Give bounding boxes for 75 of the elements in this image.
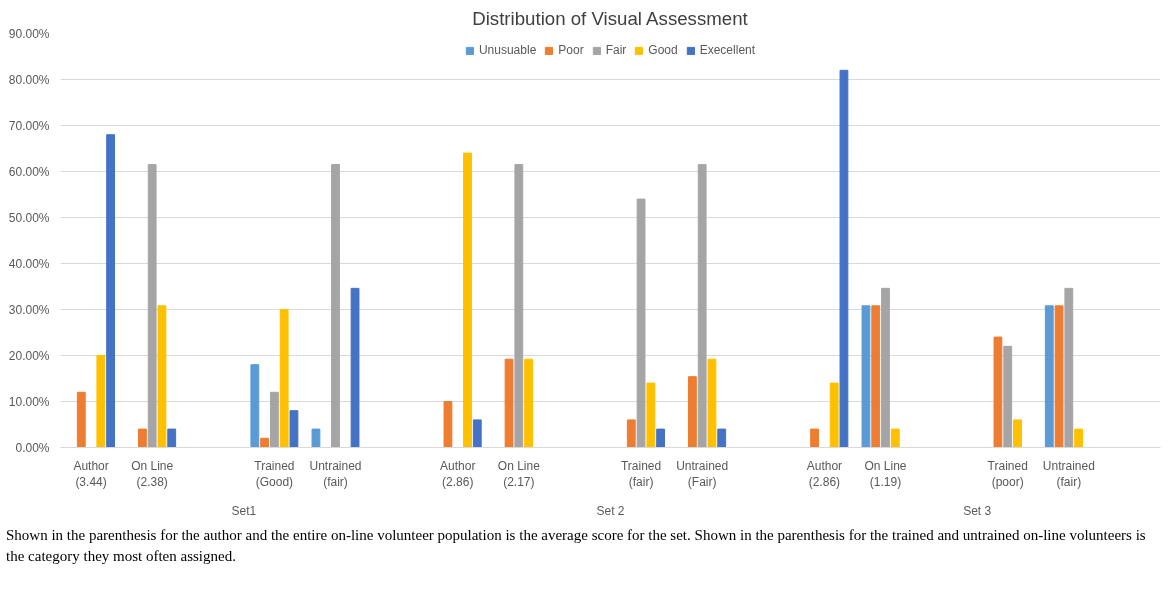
bar (707, 358, 717, 448)
bar (167, 428, 177, 448)
x-tick-label: Trained (poor) (987, 458, 1028, 490)
bar (829, 382, 839, 448)
bar (656, 428, 666, 448)
bar (96, 355, 106, 448)
text: Shown in the parenthesis for the author and the entire on-line volunteer population is the average score for the set. Shown in the parenthesis for the trained and untrained on-line volunteers is the category they most often assigned. (6, 526, 1147, 567)
bar (646, 382, 656, 448)
legend-label: Unusuable (478, 43, 537, 57)
bar (279, 309, 289, 448)
bar (810, 428, 820, 448)
text: Set 3 (963, 503, 992, 518)
x-tick-label: Untrained (fair) (309, 458, 362, 490)
bar (697, 164, 707, 448)
x-tick-label: Trained (Good) (254, 458, 295, 490)
bar (350, 287, 360, 448)
bar (311, 428, 321, 448)
bar (524, 358, 534, 448)
x-tick-label: On Line (2.17) (497, 458, 541, 490)
bar (147, 164, 157, 448)
y-tick-label: 40.00% (8, 256, 50, 271)
y-tick-label: 30.00% (8, 302, 50, 317)
y-tick-label: 10.00% (8, 394, 50, 409)
bar (1064, 287, 1074, 448)
x-tick-label: Untrained (fair) (1042, 458, 1095, 490)
bar (76, 391, 86, 448)
legend-label: Execellent (699, 43, 756, 57)
bar (687, 376, 697, 448)
bar (260, 437, 270, 448)
text: Set 2 (596, 503, 625, 518)
x-tick-label: Untrained (Fair) (676, 458, 729, 490)
bar (106, 134, 116, 448)
y-tick-label: 90.00% (8, 26, 50, 41)
bar (269, 391, 279, 448)
bar (626, 419, 636, 448)
bar (443, 401, 453, 448)
bar (504, 358, 514, 448)
bar (881, 287, 890, 448)
bar (1054, 305, 1064, 448)
bar (137, 428, 147, 448)
bar (157, 305, 167, 448)
bar (839, 69, 849, 448)
y-tick-label: 0.00% (15, 440, 50, 455)
legend-label: Fair (605, 43, 627, 57)
x-tick-label: Trained (fair) (620, 458, 662, 490)
bar (514, 164, 524, 448)
bar (463, 152, 472, 448)
y-tick-label: 50.00% (8, 210, 50, 225)
bar (1044, 305, 1054, 448)
bar (871, 305, 881, 448)
y-tick-label: 80.00% (8, 72, 50, 87)
x-tick-label: Author (2.86) (440, 458, 476, 490)
y-tick-label: 20.00% (8, 348, 50, 363)
x-tick-label: Author (2.86) (806, 458, 843, 490)
x-tick-label: Author (3.44) (73, 458, 109, 490)
bar (636, 198, 646, 448)
bar (1074, 428, 1084, 448)
bar (472, 419, 482, 448)
bar (331, 164, 340, 448)
bar (993, 336, 1003, 448)
y-tick-label: 60.00% (8, 164, 50, 179)
bar (289, 410, 299, 448)
legend-label: Poor (558, 43, 584, 57)
bar (717, 428, 727, 448)
bar (1003, 345, 1013, 448)
text: Set1 (231, 503, 257, 518)
chart-title: Distribution of Visual Assessment (472, 7, 749, 29)
x-tick-label: On Line (2.38) (131, 458, 174, 490)
bar (1013, 419, 1022, 448)
y-tick-label: 70.00% (8, 118, 50, 133)
x-tick-label: On Line (1.19) (864, 458, 907, 490)
bar (861, 305, 871, 448)
bar (250, 364, 260, 448)
bar (890, 428, 900, 448)
legend-label: Good (648, 43, 678, 57)
